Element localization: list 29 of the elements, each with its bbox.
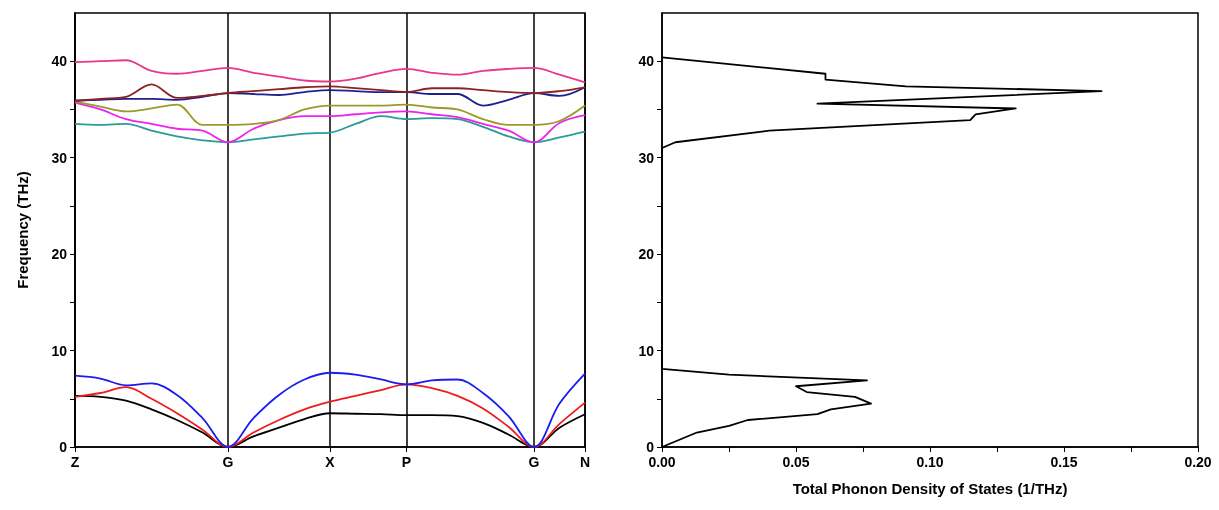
y-axis-title: Frequency (THz)	[14, 171, 31, 289]
y-tick-label: 30	[51, 149, 68, 166]
y-tick-label: 30	[638, 149, 655, 166]
line-series	[74, 115, 586, 144]
x-tick-label: N	[579, 454, 591, 470]
y-tick-label: 0	[59, 439, 68, 455]
x-tick-label: G	[528, 454, 540, 470]
x-tick-label: 0.20	[1184, 454, 1212, 470]
y-tick-label: 0	[646, 439, 655, 455]
x-tick-label: 0.15	[1050, 454, 1078, 470]
x-tick-label: 0.00	[648, 454, 676, 470]
x-tick-label: 0.10	[916, 454, 944, 470]
line-series	[74, 86, 586, 107]
line-series	[74, 100, 586, 126]
x-tick-label: 0.05	[782, 454, 810, 470]
y-tick-label: 10	[638, 342, 655, 359]
x-tick-label: G	[222, 454, 234, 470]
line-series	[74, 83, 586, 102]
x-tick-label: X	[325, 454, 336, 470]
y-tick-label: 20	[638, 246, 655, 263]
y-tick-label: 20	[51, 246, 68, 263]
line-series	[74, 101, 586, 144]
x-tick-label: Z	[70, 454, 80, 470]
line-series	[74, 59, 586, 84]
y-tick-label: 40	[638, 53, 655, 70]
y-tick-label: 40	[51, 53, 68, 70]
x-axis-title: Total Phonon Density of States (1/THz)	[792, 480, 1068, 497]
y-tick-label: 10	[51, 342, 68, 359]
x-tick-label: P	[401, 454, 412, 470]
